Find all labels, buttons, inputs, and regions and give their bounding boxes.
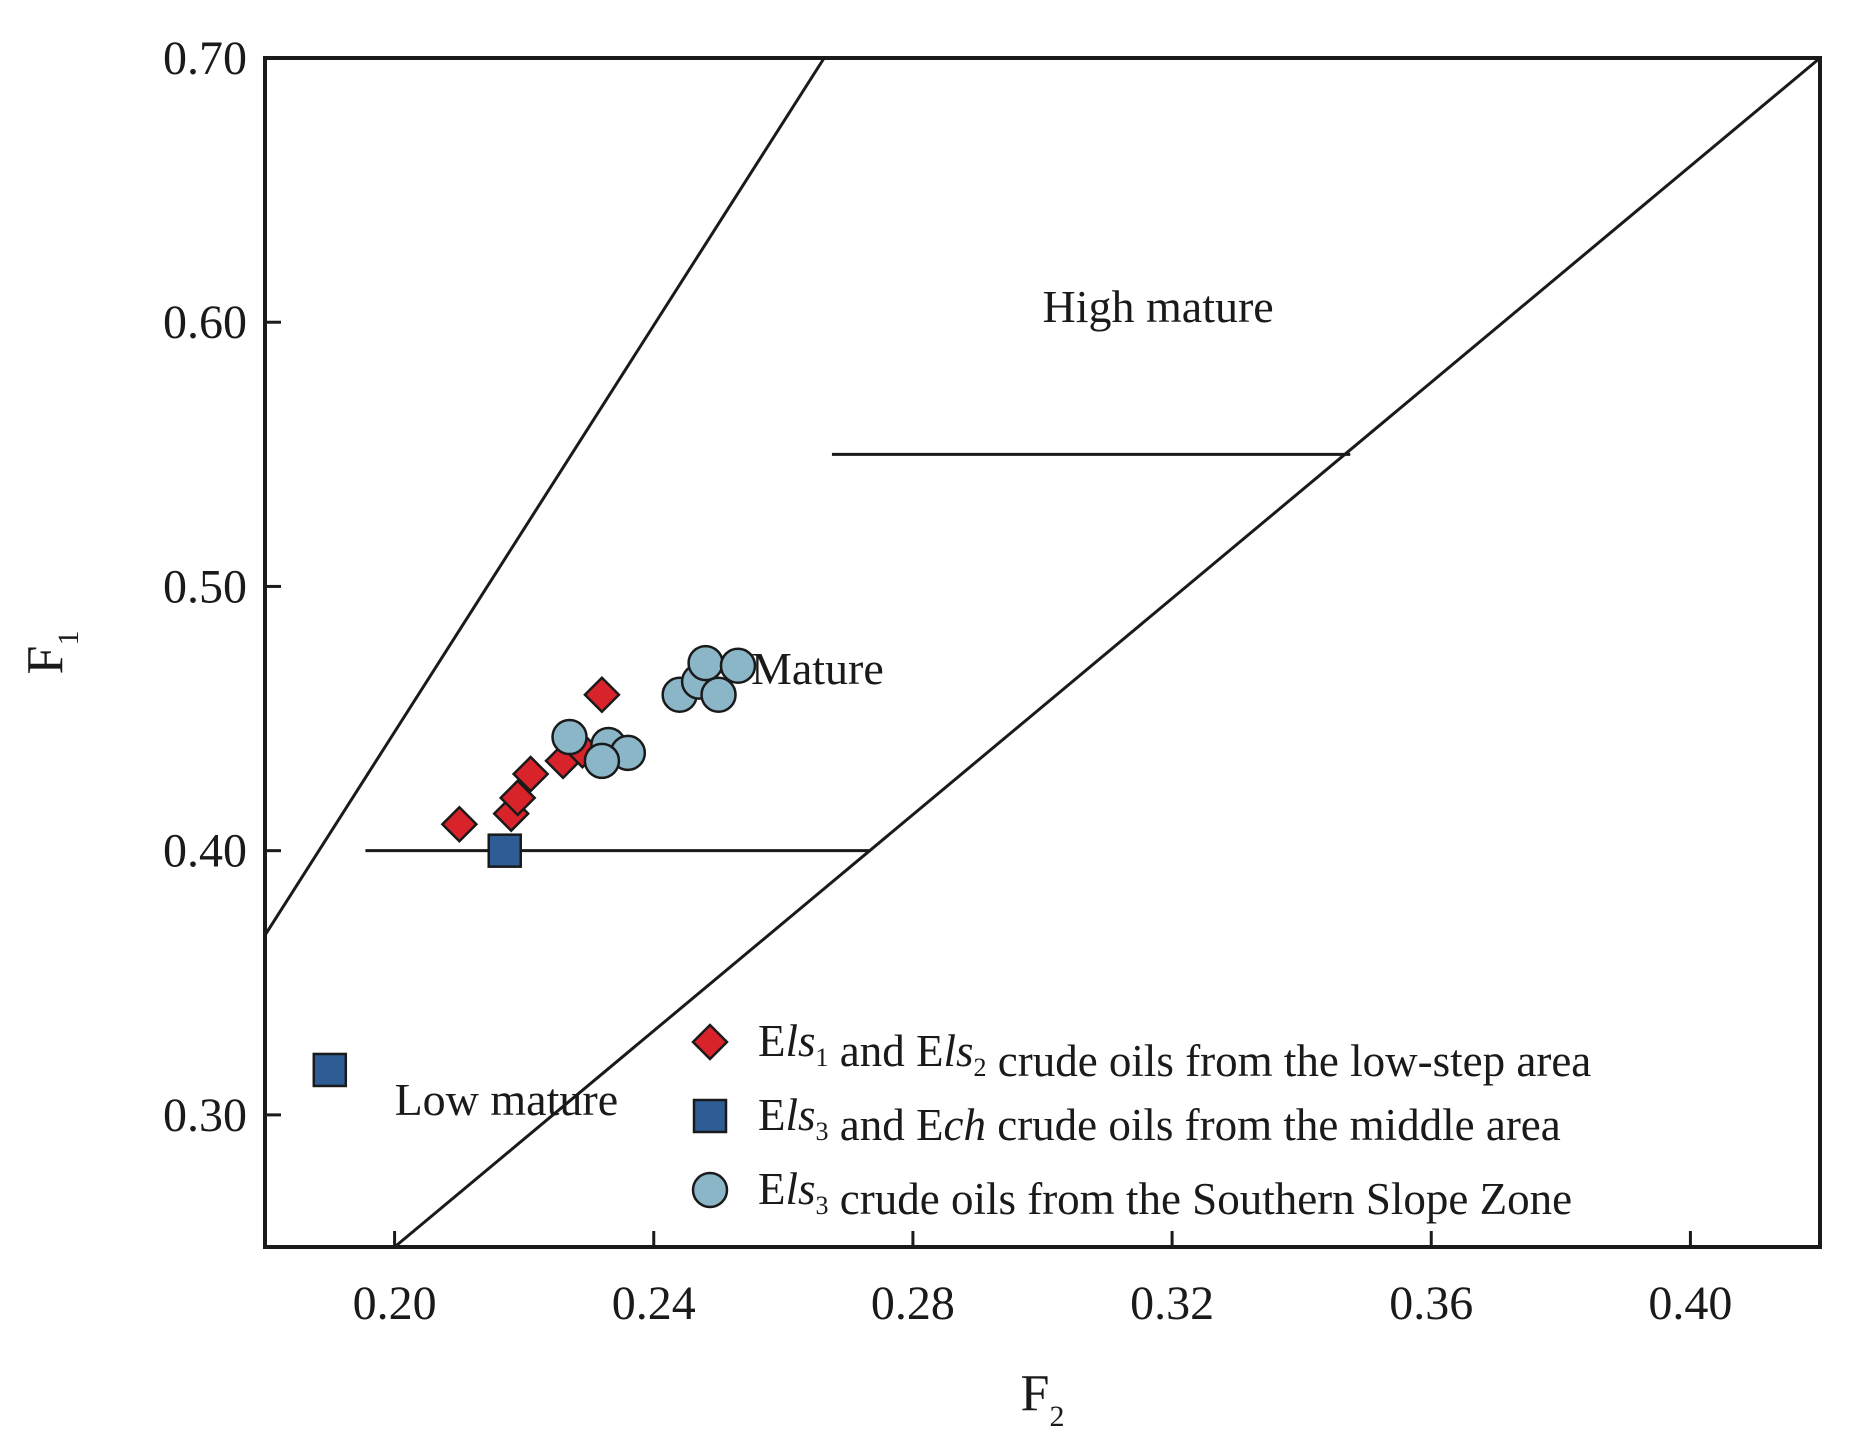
legend-text-part: ch (943, 1100, 985, 1150)
legend-text-part: and E (829, 1100, 944, 1150)
circle-data-point (700, 676, 737, 714)
lower-diagonal-line (393, 56, 1821, 1249)
x-tick-label: 0.40 (1648, 1277, 1732, 1330)
legend-text-part: crude oils from the middle area (986, 1100, 1561, 1150)
legend-entry-text: Els1 and Els2 crude oils from the low-st… (758, 1016, 1591, 1086)
legend-text-part: ls (943, 1026, 973, 1076)
legend-text-part: E (758, 1016, 786, 1066)
square-data-point (487, 833, 522, 868)
legend-text-part: 1 (816, 1043, 829, 1072)
circle-data-point (583, 742, 621, 780)
y-axis-title-main: F (17, 646, 74, 675)
legend-diamond-marker (691, 1023, 729, 1061)
x-tick-label: 0.24 (612, 1277, 696, 1330)
legend-text-part: and E (829, 1026, 944, 1076)
y-tick-label: 0.60 (163, 296, 247, 349)
data-points-layer (312, 644, 757, 1088)
circle-data-point (719, 647, 757, 684)
legend-text-part: 3 (816, 1117, 829, 1146)
legend-circle-marker (691, 1171, 729, 1209)
legend-text-part: E (758, 1164, 786, 1214)
legend-entry-text: Els3 and Ech crude oils from the middle … (758, 1090, 1561, 1150)
plot-area-frame (263, 56, 1822, 1249)
boundary-lines-layer (263, 56, 1821, 1249)
diamond-data-point (498, 779, 537, 817)
circle-data-point (687, 644, 724, 682)
legend: Els1 and Els2 crude oils from the low-st… (691, 1016, 1591, 1224)
square-data-point (312, 1052, 348, 1088)
legend-text-part: E (758, 1090, 786, 1140)
legend-text-part: ls (786, 1016, 816, 1066)
x-axis-title: F2 (1021, 1365, 1065, 1433)
diamond-data-point (511, 755, 550, 793)
legend-text-part: ls (786, 1164, 816, 1214)
y-tick-label: 0.50 (163, 560, 247, 613)
y-tick-label: 0.40 (163, 825, 247, 878)
ticks-layer: 0.20 0.24 0.28 0.32 0.36 0.40 0.30 0.40 0.50 0.60… (163, 32, 1732, 1330)
x-tick-label: 0.32 (1130, 1277, 1214, 1330)
x-axis-title-sub: 2 (1049, 1400, 1064, 1433)
region-label: Mature (751, 643, 884, 694)
legend-text-part: crude oils from the Southern Slope Zone (829, 1174, 1573, 1224)
x-axis-title-main: F (1021, 1365, 1050, 1422)
legend-text-part: 3 (816, 1191, 829, 1220)
region-labels-layer: High mature Mature Low mature (395, 281, 1274, 1125)
upper-diagonal-line (263, 57, 826, 937)
legend-square-marker (692, 1098, 728, 1134)
region-label: High mature (1043, 281, 1274, 332)
diamond-data-point (440, 805, 479, 844)
x-tick-label: 0.36 (1389, 1277, 1473, 1330)
legend-text-part: 2 (974, 1053, 987, 1082)
x-tick-label: 0.20 (353, 1277, 437, 1330)
circle-data-point (551, 718, 588, 756)
y-axis-title: F1 (17, 631, 85, 675)
y-axis-title-sub: 1 (52, 631, 85, 646)
legend-text-part: crude oils from the low-step area (987, 1036, 1592, 1086)
y-tick-label: 0.70 (163, 32, 247, 85)
region-label: Low mature (395, 1074, 619, 1125)
x-tick-label: 0.28 (871, 1277, 955, 1330)
legend-text-part: ls (786, 1090, 816, 1140)
diamond-data-point (583, 676, 621, 714)
legend-entry-text: Els3 crude oils from the Southern Slope … (758, 1164, 1572, 1224)
y-tick-label: 0.30 (163, 1089, 247, 1142)
